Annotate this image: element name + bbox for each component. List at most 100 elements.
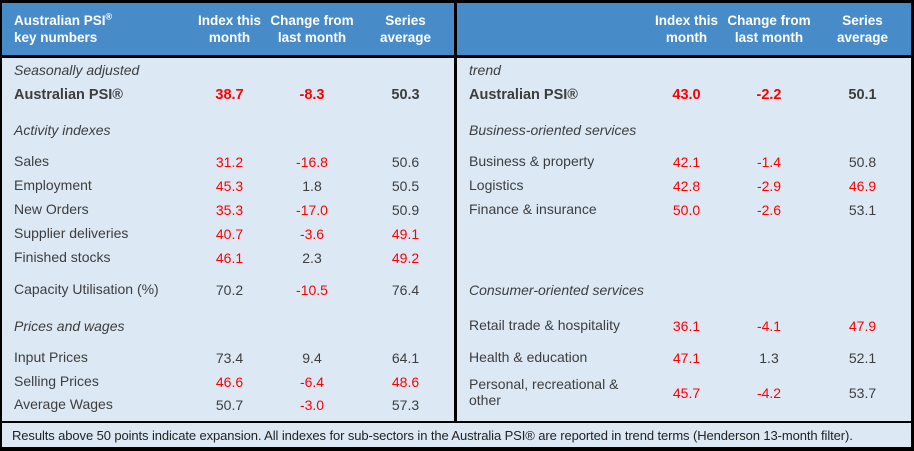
row-label: Employment (14, 177, 92, 194)
table-row: Input Prices 73.4 9.4 64.1 (2, 346, 454, 370)
row-label: Australian PSI® (14, 86, 123, 103)
empty-row (457, 222, 911, 246)
cell-value: -2.2 (756, 87, 782, 103)
cell-value: -4.1 (756, 318, 782, 334)
cell-value: -8.3 (299, 87, 325, 103)
row-label: Personal, recreational & other (469, 376, 619, 408)
panel-divider (454, 3, 457, 421)
spacer (457, 142, 911, 150)
cell-value: 38.7 (215, 87, 244, 103)
cell-value: 49.2 (391, 250, 420, 266)
table-row: Average Wages 50.7 -3.0 57.3 (2, 393, 454, 416)
column-header-index-this-month: Index this month (654, 12, 718, 45)
cell-value: -3.6 (299, 226, 325, 242)
spacer (457, 270, 911, 278)
table-row: Personal, recreational & other 45.7 -4.2… (457, 370, 911, 416)
cell-value: 53.7 (848, 385, 877, 401)
table-row: Australian PSI® 43.0 -2.2 50.1 (457, 82, 911, 108)
footer-note: Results above 50 points indicate expansi… (2, 421, 911, 447)
spacer (2, 108, 454, 118)
trend-panel: Index this month Change from last month … (457, 3, 911, 421)
cell-value: 50.7 (215, 396, 244, 413)
registered-mark: ® (105, 11, 113, 22)
cell-value: 76.4 (391, 282, 420, 298)
table-row: Retail trade & hospitality 36.1 -4.1 47.… (457, 314, 911, 338)
table-body-right: trend Australian PSI® 43.0 -2.2 50.1 Bus… (457, 58, 911, 421)
cell-value: 50.0 (672, 202, 701, 218)
table-row: New Orders 35.3 -17.0 50.9 (2, 198, 454, 222)
column-header-series-average: Series average (379, 12, 432, 45)
spacer (2, 270, 454, 278)
cell-value: 40.7 (215, 226, 244, 242)
cell-value: 49.1 (391, 226, 420, 242)
header-empty-cell (457, 3, 649, 55)
cell-value: 46.9 (848, 178, 877, 194)
cell-value: 9.4 (302, 350, 322, 366)
spacer (457, 302, 911, 314)
table-title-line1: Australian PSI (14, 12, 106, 28)
row-label: Business & property (469, 153, 595, 170)
table-row: Selling Prices 46.6 -6.4 48.6 (2, 370, 454, 393)
cell-value: -4.2 (756, 385, 782, 401)
table-row: Finished stocks 46.1 2.3 49.2 (2, 246, 454, 270)
table-row: Finance & insurance 50.0 -2.6 53.1 (457, 198, 911, 222)
section-heading: trend (469, 62, 501, 78)
cell-value: 50.5 (391, 178, 420, 194)
cell-value: 46.1 (215, 250, 244, 266)
cell-value: 1.8 (302, 178, 322, 194)
row-label: Input Prices (14, 349, 88, 366)
table-title-cell: Australian PSI® key numbers (2, 3, 192, 55)
row-label: Selling Prices (14, 372, 99, 389)
row-label: Supplier deliveries (14, 225, 129, 242)
table-row: Logistics 42.8 -2.9 46.9 (457, 174, 911, 198)
row-label: Finance & insurance (469, 201, 597, 218)
empty-row (457, 246, 911, 270)
cell-value: 50.3 (391, 87, 420, 103)
table-title-line2: key numbers (14, 30, 98, 45)
row-label: Retail trade & hospitality (469, 317, 620, 334)
column-header-change-from-last-month: Change from last month (727, 12, 811, 45)
row-label: Health & education (469, 349, 588, 366)
section-heading: Business-oriented services (469, 122, 637, 138)
cell-value: -2.9 (756, 178, 782, 194)
spacer (2, 142, 454, 150)
section-heading: Consumer-oriented services (469, 282, 644, 298)
cell-value: 35.3 (215, 202, 244, 218)
cell-value: 36.1 (672, 318, 701, 334)
cell-value: -10.5 (296, 282, 328, 298)
row-label: Average Wages (14, 395, 113, 412)
cell-value: 45.7 (672, 385, 701, 401)
cell-value: 47.9 (848, 318, 877, 334)
cell-value: 45.3 (215, 178, 244, 194)
cell-value: 48.6 (391, 373, 420, 390)
cell-value: 64.1 (391, 350, 420, 366)
cell-value: 1.3 (759, 350, 779, 366)
cell-value: 50.1 (848, 87, 877, 103)
table-main-area: Australian PSI® key numbers Index this m… (2, 3, 911, 421)
cell-value: 50.8 (848, 154, 877, 170)
table-row: Supplier deliveries 40.7 -3.6 49.1 (2, 222, 454, 246)
cell-value: -2.6 (756, 202, 782, 218)
cell-value: 46.6 (215, 373, 244, 390)
row-label: Sales (14, 153, 50, 170)
cell-value: 52.1 (848, 350, 877, 366)
table-row: Health & education 47.1 1.3 52.1 (457, 346, 911, 370)
cell-value: 73.4 (215, 350, 244, 366)
cell-value: 50.9 (391, 202, 420, 218)
row-label: Australian PSI® (469, 86, 578, 103)
cell-value: 50.6 (391, 154, 420, 170)
section-heading: Activity indexes (14, 122, 111, 138)
cell-value: 57.3 (391, 396, 420, 413)
table-body-left: Seasonally adjusted Australian PSI® 38.7… (2, 58, 454, 421)
cell-value: 43.0 (672, 87, 701, 103)
cell-value: -16.8 (296, 154, 328, 170)
spacer (2, 338, 454, 346)
cell-value: 31.2 (215, 154, 244, 170)
cell-value: -1.4 (756, 154, 782, 170)
seasonally-adjusted-panel: Australian PSI® key numbers Index this m… (2, 3, 454, 421)
cell-value: 2.3 (302, 250, 322, 266)
row-label: Logistics (469, 177, 524, 194)
column-header-series-average: Series average (836, 12, 889, 45)
row-label: Capacity Utilisation (%) (14, 281, 159, 298)
